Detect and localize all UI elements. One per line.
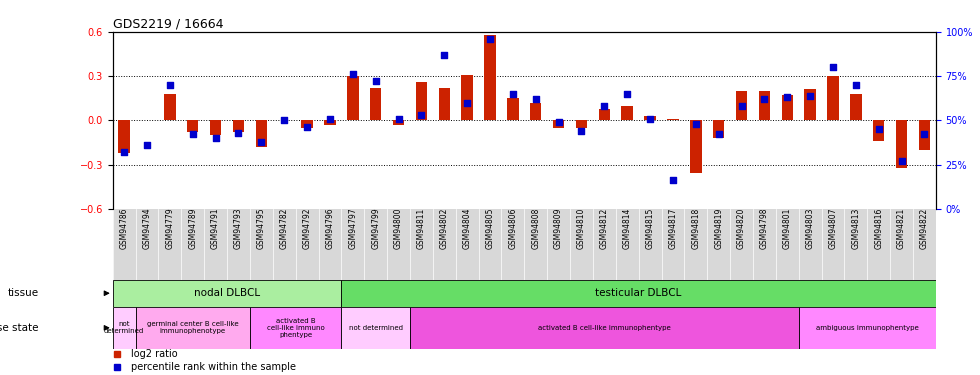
Bar [187,120,198,132]
Bar [233,120,244,132]
Point [848,82,863,88]
Text: germinal center B cell-like
immunophenotype: germinal center B cell-like immunophenot… [147,321,238,334]
Point [185,132,201,138]
Bar [805,89,815,120]
Point [688,121,704,127]
Point [230,130,246,136]
Bar [599,108,610,120]
Bar [113,280,341,307]
Bar [393,120,405,125]
Point [710,132,726,138]
Point [551,119,566,125]
Bar [690,120,702,173]
Bar [256,120,267,147]
Bar [508,98,518,120]
Point [391,116,407,122]
Bar [873,120,884,141]
Point [368,78,383,84]
Bar [119,120,129,153]
Text: percentile rank within the sample: percentile rank within the sample [130,362,296,372]
Bar [250,307,341,349]
Bar [416,82,427,120]
Bar [553,120,564,128]
Bar [896,120,907,168]
Text: not
determined: not determined [104,321,144,334]
Point [436,52,452,58]
Bar [462,75,473,120]
Text: testicular DLBCL: testicular DLBCL [596,288,682,298]
Point [117,149,132,155]
Bar [827,76,839,120]
Text: activated B cell-like immunophentype: activated B cell-like immunophentype [538,325,670,331]
Point [825,64,841,70]
Point [803,93,818,99]
Bar [736,91,747,120]
Text: nodal DLBCL: nodal DLBCL [194,288,260,298]
Text: disease state: disease state [0,323,38,333]
Point [871,126,887,132]
Text: ambiguous immunophentype: ambiguous immunophentype [816,325,918,331]
Bar [347,76,359,120]
Point [528,96,544,102]
Bar [799,307,936,349]
Bar [667,119,678,120]
Point [139,142,155,148]
Point [597,103,612,109]
Bar [645,116,656,120]
Point [322,116,338,122]
Point [619,91,635,97]
Point [665,177,681,183]
Bar [341,280,936,307]
Bar [302,120,313,128]
Bar [341,307,410,349]
Point [276,117,292,123]
Bar [484,35,496,120]
Bar [712,120,724,138]
Point [208,135,223,141]
Bar [781,95,793,120]
Bar [621,106,633,120]
Point [299,124,315,130]
Bar [324,120,335,125]
Bar [759,91,770,120]
Bar [530,103,541,120]
Bar [918,120,930,150]
Point [345,71,361,77]
Text: tissue: tissue [8,288,38,298]
Bar [439,88,450,120]
Point [254,139,270,145]
Point [573,128,589,134]
Point [642,116,658,122]
Point [460,100,475,106]
Point [779,94,795,100]
Text: GDS2219 / 16664: GDS2219 / 16664 [113,18,223,31]
Bar [165,94,175,120]
Bar [575,120,587,128]
Text: log2 ratio: log2 ratio [130,350,177,359]
Point [505,91,520,97]
Point [414,112,429,118]
Bar [850,94,861,120]
Point [162,82,177,88]
Text: activated B
cell-like immuno
phentype: activated B cell-like immuno phentype [267,318,324,338]
Bar [370,88,381,120]
Text: not determined: not determined [349,325,403,331]
Point [734,103,750,109]
Bar [210,120,221,135]
Point [894,158,909,164]
Point [757,96,772,102]
Bar [410,307,799,349]
Bar [113,307,135,349]
Point [482,36,498,42]
Point [916,132,932,138]
Bar [135,307,250,349]
